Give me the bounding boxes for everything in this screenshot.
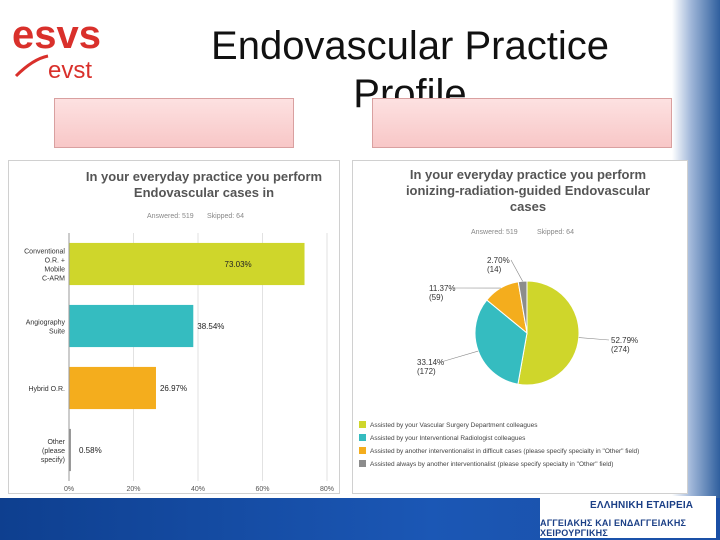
pie-slice-1 bbox=[474, 299, 528, 385]
pie-chart-title: In your everyday practice you perform io… bbox=[405, 167, 651, 214]
logo-swoosh-icon bbox=[14, 54, 49, 78]
legend-label: Assisted always by another interventiona… bbox=[370, 461, 613, 468]
bar-category-label: Other bbox=[47, 439, 65, 446]
bar-category-label: Mobile bbox=[44, 267, 65, 274]
logo-bottom-text: evst bbox=[48, 57, 92, 84]
footer-line1: ΕΛΛΗΝΙΚΗ ΕΤΑΙΡΕΙΑ bbox=[590, 500, 694, 511]
bar-answered: Answered: 519 bbox=[147, 213, 194, 220]
pie-leader-line bbox=[440, 350, 479, 363]
bar-xtick-label: 0% bbox=[64, 486, 74, 493]
pie-pct-label: 33.14% bbox=[417, 358, 444, 367]
esvs-logo: esvs evst bbox=[12, 13, 101, 84]
bar-category-label: specify) bbox=[41, 457, 65, 464]
legend-label: Assisted by your Interventional Radiolog… bbox=[370, 435, 526, 442]
pie-pct-label: 52.79% bbox=[611, 336, 638, 345]
bar-value-label: 0.58% bbox=[79, 446, 102, 455]
bar-category-label: (please bbox=[42, 448, 65, 455]
bar-1 bbox=[69, 304, 194, 348]
bar-category-label: Hybrid O.R. bbox=[28, 386, 65, 393]
bar-xtick-label: 80% bbox=[320, 486, 334, 493]
legend-swatch bbox=[359, 434, 366, 441]
footer-society-logo: ΕΛΛΗΝΙΚΗ ΕΤΑΙΡΕΙΑ ΑΓΓΕΙΑΚΗΣ ΚΑΙ ΕΝΔΑΓΓΕΙ… bbox=[540, 496, 716, 538]
bar-0 bbox=[69, 242, 305, 286]
bar-category-label: O.R. + bbox=[45, 258, 65, 265]
bar-value-label: 38.54% bbox=[197, 322, 224, 331]
pie-chart-panel: In your everyday practice you perform io… bbox=[352, 160, 688, 494]
pie-count-label: (274) bbox=[611, 345, 630, 354]
legend-swatch bbox=[359, 421, 366, 428]
bar-category-label: Suite bbox=[49, 329, 65, 336]
pie-chart-plot: 52.79%(274) 33.14%(172) 11.37%(59) 2.70%(14… bbox=[359, 256, 639, 468]
legend-label: Assisted by your Vascular Surgery Depart… bbox=[370, 422, 538, 429]
bar-chart-plot: 0% 20% 40% 60% 80% 73.03% Conventional O.R. + Mo… bbox=[24, 233, 334, 493]
pie-count-label: (59) bbox=[429, 293, 444, 302]
pie-leader-line bbox=[510, 259, 523, 282]
bar-chart-title: In your everyday practice you perform En… bbox=[85, 169, 323, 200]
logo-top-text: esvs bbox=[12, 13, 101, 57]
pie-count-label: (172) bbox=[417, 367, 436, 376]
bar-xtick-label: 40% bbox=[191, 486, 205, 493]
pie-leader-line bbox=[578, 337, 610, 341]
bar-2 bbox=[69, 366, 156, 410]
legend-label: Assisted by another interventionalist in… bbox=[370, 448, 639, 455]
bar-xtick-label: 60% bbox=[255, 486, 269, 493]
bar-category-label: Conventional bbox=[24, 249, 65, 256]
bar-xtick-label: 20% bbox=[126, 486, 140, 493]
bar-category-label: Angiography bbox=[26, 320, 66, 327]
bar-skipped: Skipped: 64 bbox=[207, 213, 244, 220]
bar-value-label: 26.97% bbox=[160, 384, 187, 393]
highlight-box-right bbox=[372, 98, 672, 148]
bar-category-label: C-ARM bbox=[42, 276, 65, 283]
footer-line2: ΑΓΓΕΙΑΚΗΣ ΚΑΙ ΕΝΔΑΓΓΕΙΑΚΗΣ ΧΕΙΡΟΥΡΓΙΚΗΣ bbox=[540, 518, 687, 538]
bar-chart-panel: In your everyday practice you perform En… bbox=[8, 160, 340, 494]
pie-count-label: (14) bbox=[487, 265, 502, 274]
pie-answered: Answered: 519 bbox=[471, 229, 518, 236]
pie-skipped: Skipped: 64 bbox=[537, 229, 574, 236]
pie-pct-label: 11.37% bbox=[429, 284, 456, 293]
title-line1: Endovascular Practice bbox=[211, 24, 609, 68]
legend-swatch bbox=[359, 460, 366, 467]
bar-value-label: 73.03% bbox=[225, 260, 252, 269]
highlight-box-left bbox=[54, 98, 294, 148]
pie-pct-label: 2.70% bbox=[487, 256, 510, 265]
pie-slice-0 bbox=[517, 280, 580, 386]
legend-swatch bbox=[359, 447, 366, 454]
bar-3 bbox=[69, 428, 71, 472]
